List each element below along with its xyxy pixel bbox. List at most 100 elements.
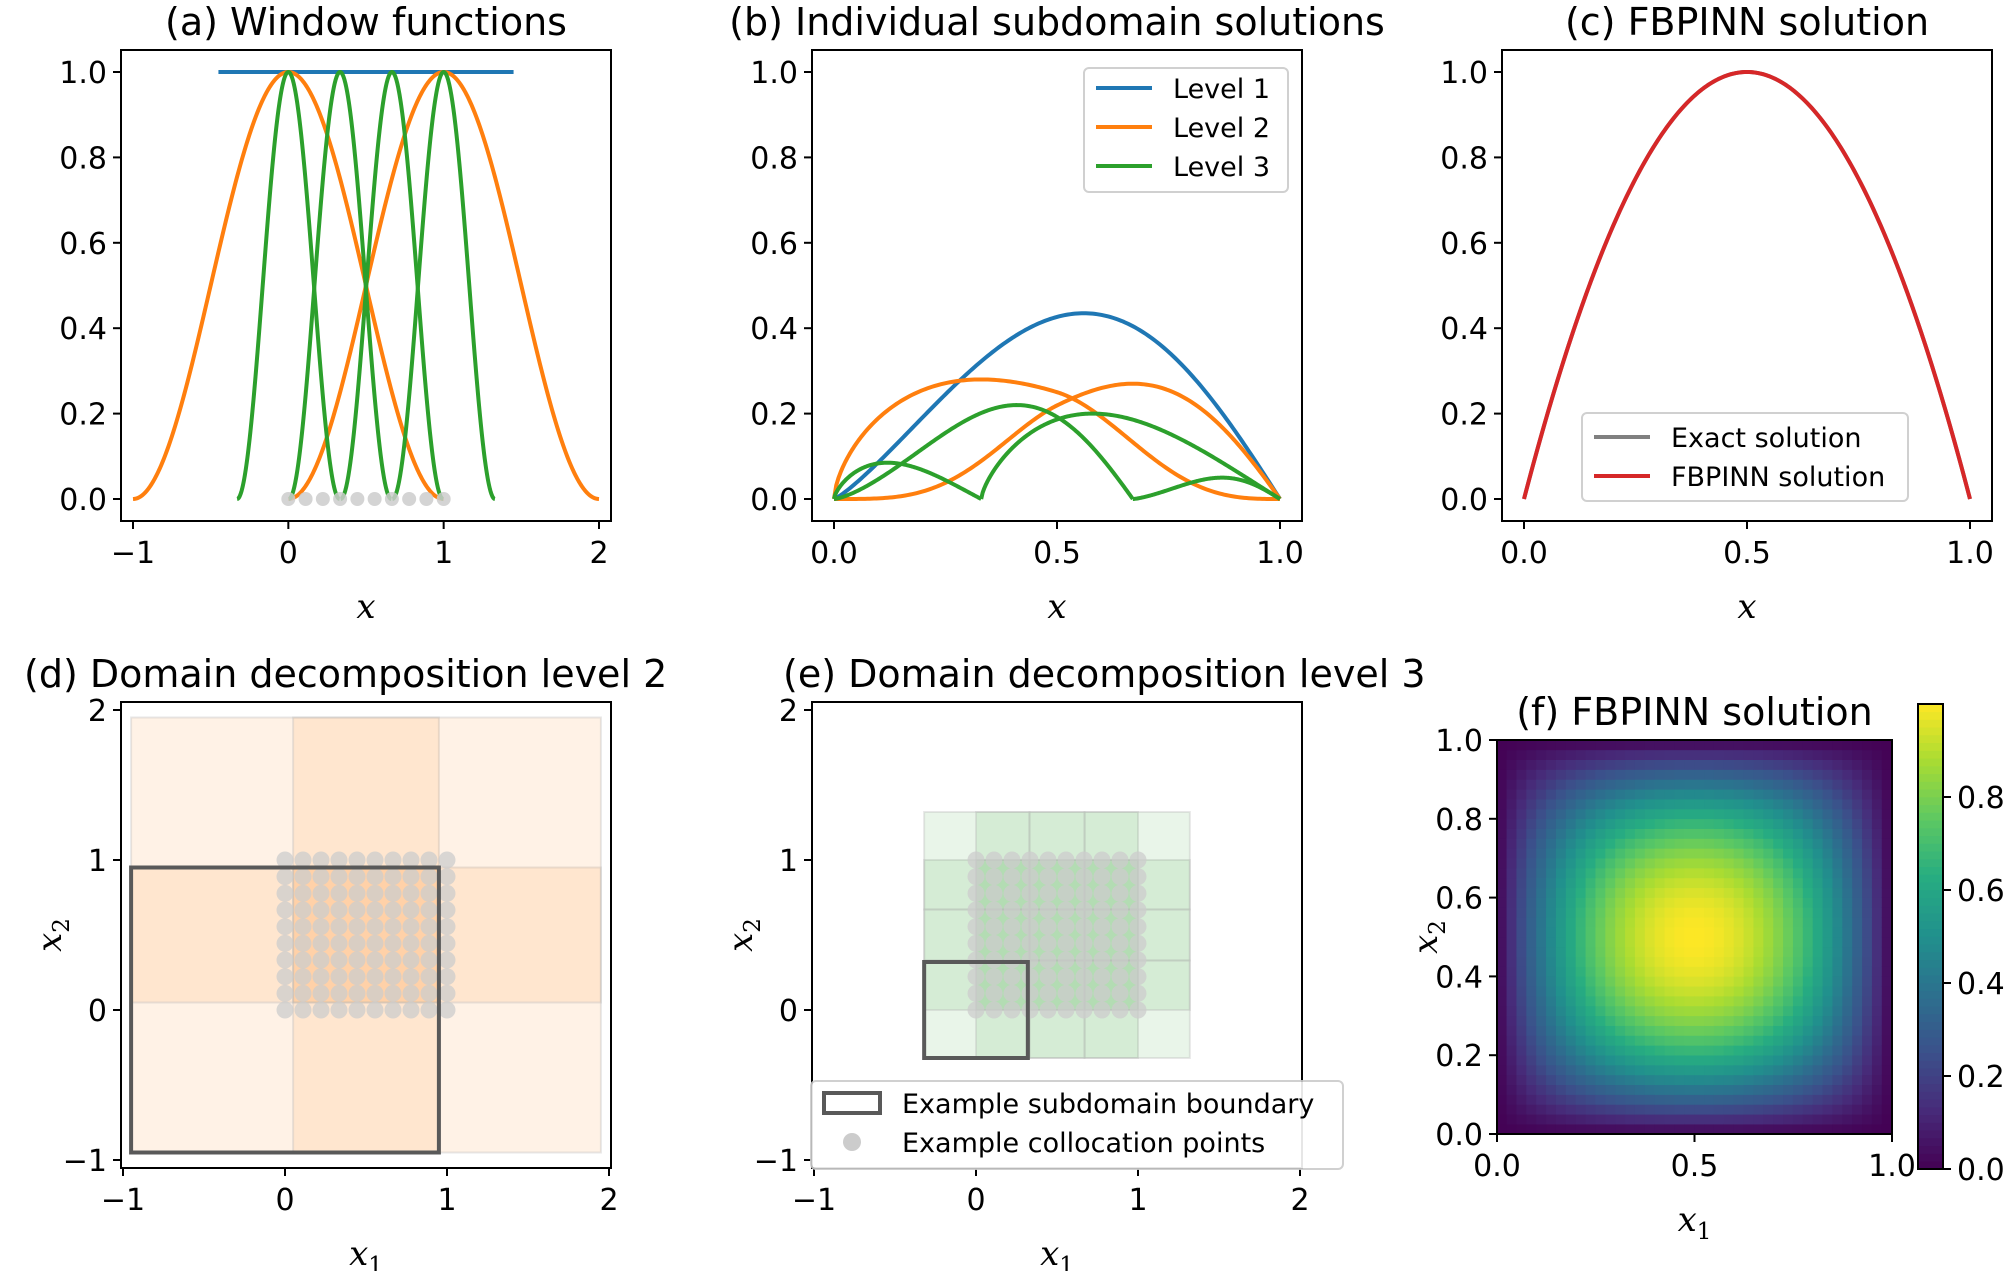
heatmap-cell xyxy=(1802,798,1814,810)
collocation-point xyxy=(294,868,312,886)
heatmap-cell xyxy=(1615,1025,1626,1036)
x-tick-label: 1.0 xyxy=(1946,536,1994,571)
heatmap-cell xyxy=(1516,995,1527,1007)
heatmap-cell xyxy=(1565,1005,1577,1017)
heatmap-cell xyxy=(1704,1084,1715,1095)
heatmap-cell xyxy=(1664,818,1676,829)
heatmap-cell xyxy=(1704,857,1715,869)
heatmap-cell xyxy=(1881,995,1893,1007)
heatmap-cell xyxy=(1575,1035,1587,1046)
heatmap-cell xyxy=(1773,798,1784,810)
heatmap-cell xyxy=(1595,1074,1606,1086)
heatmap-cell xyxy=(1634,779,1646,790)
heatmap-cell xyxy=(1713,1025,1725,1036)
collocation-point xyxy=(348,918,366,936)
heatmap-cell xyxy=(1496,1114,1508,1125)
heatmap-cell xyxy=(1713,1084,1725,1095)
heatmap-cell xyxy=(1516,1123,1527,1135)
collocation-point xyxy=(366,884,384,902)
heatmap-cell xyxy=(1871,1015,1883,1026)
heatmap-cell xyxy=(1881,966,1893,977)
heatmap-cell xyxy=(1723,788,1735,800)
heatmap-cell xyxy=(1763,857,1774,869)
heatmap-cell xyxy=(1743,1114,1755,1125)
x-tick-label: −1 xyxy=(792,1183,836,1218)
heatmap-cell xyxy=(1694,788,1705,800)
heatmap-cell xyxy=(1871,956,1883,967)
heatmap-cell xyxy=(1634,838,1646,849)
heatmap-cell xyxy=(1822,818,1834,829)
collocation-point xyxy=(1003,968,1021,986)
heatmap-cell xyxy=(1625,1015,1636,1026)
heatmap-cell xyxy=(1723,739,1735,751)
heatmap-cell xyxy=(1723,1074,1735,1086)
heatmap-cell xyxy=(1565,985,1577,997)
heatmap-cell xyxy=(1684,966,1695,977)
heatmap-cell xyxy=(1704,788,1715,800)
heatmap-cell xyxy=(1536,897,1547,908)
chart-title: (f) FBPINN solution xyxy=(1516,690,1873,734)
level-3-window xyxy=(339,70,445,501)
heatmap-cell xyxy=(1694,985,1705,997)
heatmap-cell xyxy=(1704,1015,1715,1026)
heatmap-cell xyxy=(1625,907,1636,918)
heatmap-cell xyxy=(1783,1104,1794,1115)
heatmap-cell xyxy=(1634,1025,1646,1036)
heatmap-cell xyxy=(1694,1123,1705,1135)
heatmap-cell xyxy=(1871,739,1883,751)
heatmap-cell xyxy=(1881,946,1893,957)
heatmap-cell xyxy=(1644,808,1656,820)
colorbar-segment xyxy=(1918,1036,1943,1046)
heatmap-cell xyxy=(1792,798,1804,810)
heatmap-cell xyxy=(1723,779,1735,790)
x-axis-label: x xyxy=(1047,587,1066,627)
collocation-point xyxy=(312,984,330,1002)
colorbar-tick-label: 0.6 xyxy=(1957,874,2005,909)
heatmap-cell xyxy=(1704,907,1715,918)
heatmap-cell xyxy=(1674,1123,1685,1135)
heatmap-cell xyxy=(1753,1025,1764,1036)
heatmap-cell xyxy=(1654,1025,1666,1036)
heatmap-cell xyxy=(1743,788,1755,800)
heatmap-cell xyxy=(1664,1084,1676,1095)
heatmap-cell xyxy=(1605,769,1616,780)
heatmap-cell xyxy=(1723,917,1735,928)
heatmap-cell xyxy=(1516,759,1527,770)
heatmap-cell xyxy=(1506,897,1518,908)
heatmap-cell xyxy=(1615,985,1626,997)
heatmap-cell xyxy=(1842,976,1853,987)
heatmap-cell xyxy=(1871,1094,1883,1105)
heatmap-cell xyxy=(1753,877,1764,889)
heatmap-cell xyxy=(1842,1074,1853,1086)
heatmap-cell xyxy=(1783,897,1794,908)
heatmap-cell xyxy=(1694,926,1705,938)
heatmap-cell xyxy=(1783,976,1794,987)
heatmap-cell xyxy=(1812,1104,1824,1115)
heatmap-cell xyxy=(1684,1094,1695,1105)
heatmap-cell xyxy=(1555,828,1567,839)
heatmap-cell xyxy=(1822,985,1834,997)
heatmap-cell xyxy=(1694,808,1705,820)
heatmap-cell xyxy=(1674,1074,1685,1086)
colorbar-segment xyxy=(1918,1021,1943,1030)
colorbar-segment xyxy=(1918,881,1943,891)
heatmap-cell xyxy=(1842,749,1853,760)
heatmap-cell xyxy=(1684,1005,1695,1017)
heatmap-cell xyxy=(1862,779,1873,790)
heatmap-cell xyxy=(1654,749,1666,760)
heatmap-cell xyxy=(1713,1104,1725,1115)
collocation-point xyxy=(348,951,366,969)
subscript: 1 xyxy=(1059,1253,1074,1271)
colorbar-segment xyxy=(1918,1122,1943,1131)
heatmap-cell xyxy=(1536,1064,1547,1076)
heatmap-cell xyxy=(1832,1015,1843,1026)
heatmap-cell xyxy=(1773,828,1784,839)
heatmap-cell xyxy=(1585,995,1597,1007)
heatmap-cell xyxy=(1783,788,1794,800)
heatmap-cell xyxy=(1723,808,1735,820)
heatmap-cell xyxy=(1773,926,1784,938)
heatmap-cell xyxy=(1871,867,1883,879)
heatmap-cell xyxy=(1713,1015,1725,1026)
heatmap-cell xyxy=(1881,808,1893,820)
heatmap-cell xyxy=(1753,759,1764,770)
